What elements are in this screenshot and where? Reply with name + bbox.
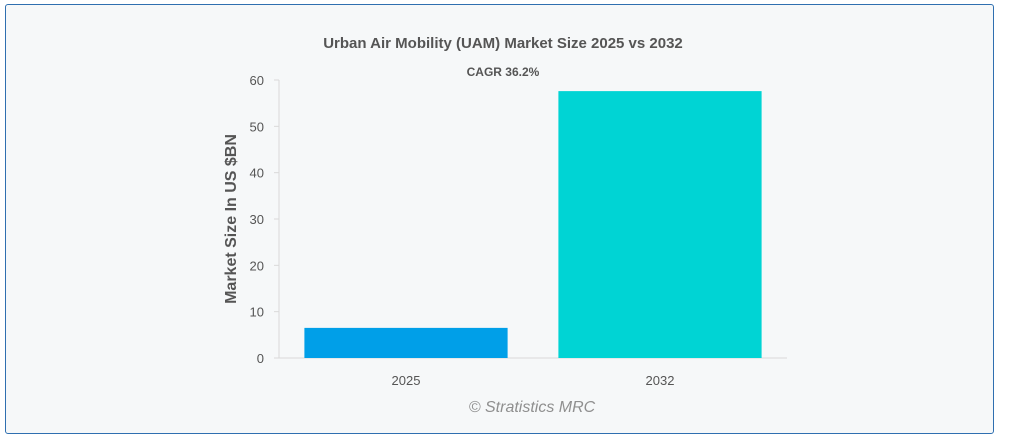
y-tick-label: 50	[250, 119, 264, 134]
x-tick-label: 2032	[646, 373, 675, 388]
bar-2025[interactable]	[304, 327, 508, 358]
y-axis-title: Market Size In US $BN	[223, 134, 240, 304]
y-tick-label: 40	[250, 166, 264, 181]
bar-2032[interactable]	[558, 91, 762, 359]
chart-title: Urban Air Mobility (UAM) Market Size 202…	[323, 35, 683, 52]
y-tick-label: 30	[250, 212, 264, 227]
y-tick-label: 60	[250, 73, 264, 88]
y-tick-label: 0	[257, 351, 264, 366]
y-tick-label: 20	[250, 258, 264, 273]
watermark: © Stratistics MRC	[469, 399, 596, 416]
y-tick-label: 10	[250, 305, 264, 320]
x-tick-label: 2025	[392, 373, 421, 388]
chart-panel	[5, 4, 994, 434]
x-axis: 2025 2032	[392, 373, 675, 388]
bar-group	[304, 91, 762, 359]
y-axis: 0 10 20 30 40 50 60	[250, 73, 279, 366]
cagr-label: CAGR 36.2%	[467, 65, 540, 79]
